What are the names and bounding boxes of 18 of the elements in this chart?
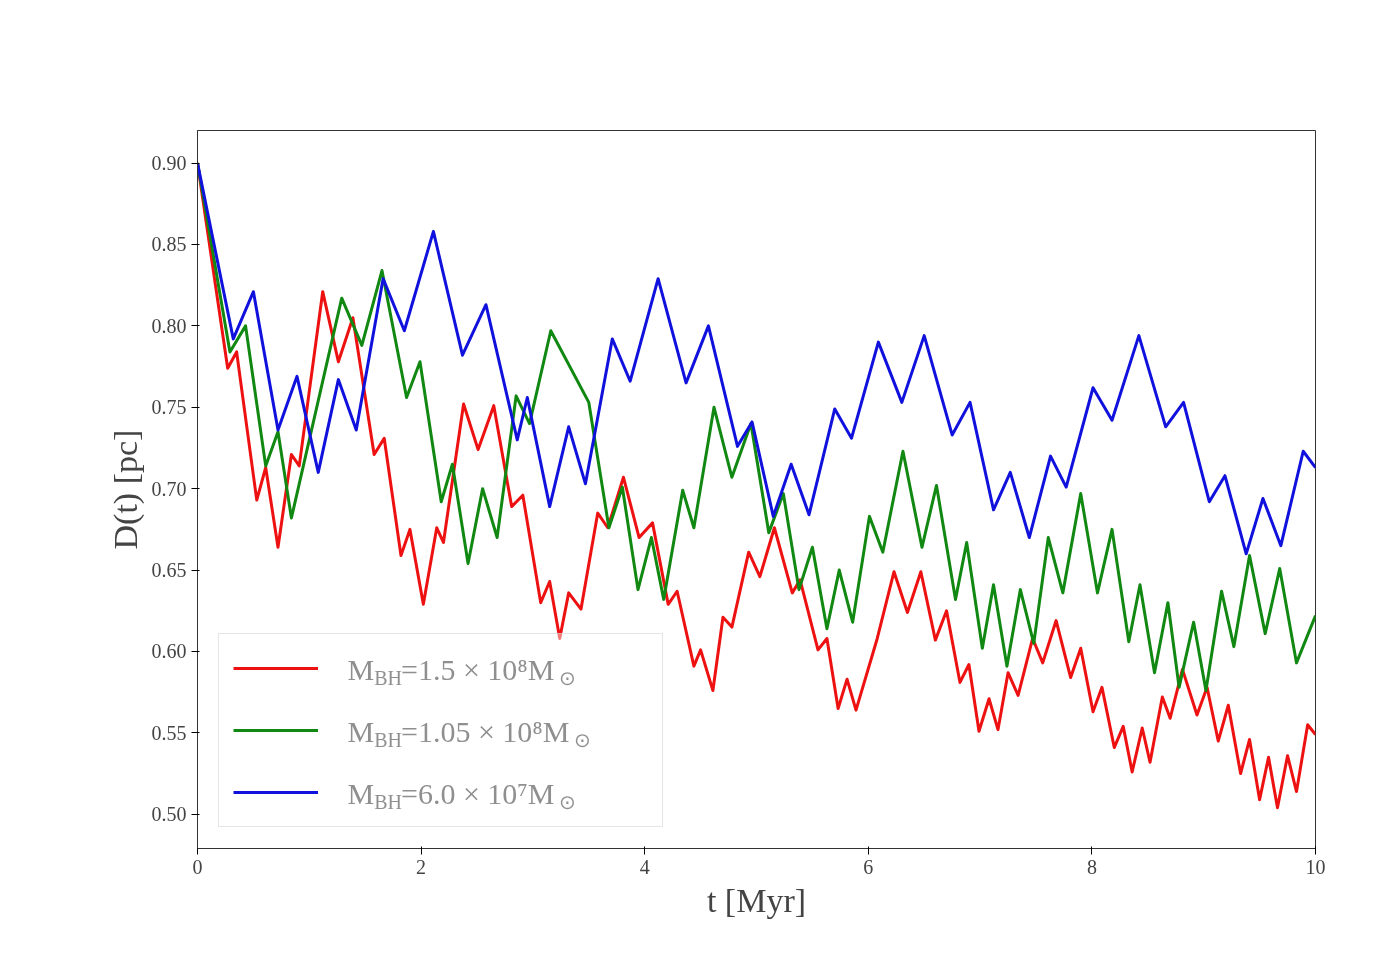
x-tick-label: 2 (416, 855, 427, 878)
y-tick-label: 0.65 (151, 559, 187, 582)
y-axis-title: D(t) [pc] (106, 429, 145, 550)
x-tick-label: 4 (639, 855, 650, 878)
x-tick-label: 6 (863, 855, 874, 878)
x-tick-label: 10 (1305, 855, 1326, 878)
y-tick-label: 0.70 (151, 477, 187, 500)
y-tick-label: 0.90 (151, 152, 187, 175)
y-tick-label: 0.55 (151, 721, 187, 744)
y-tick-label: 0.85 (151, 233, 187, 256)
y-tick-label: 0.80 (151, 314, 187, 337)
y-tick-label: 0.50 (151, 803, 187, 826)
line-series (197, 161, 1316, 556)
y-tick-label: 0.60 (151, 640, 187, 663)
x-tick-label: 8 (1086, 855, 1097, 878)
x-tick-label: 0 (192, 855, 203, 878)
y-tick-label: 0.75 (151, 396, 187, 419)
x-axis-title: t [Myr] (706, 881, 807, 919)
